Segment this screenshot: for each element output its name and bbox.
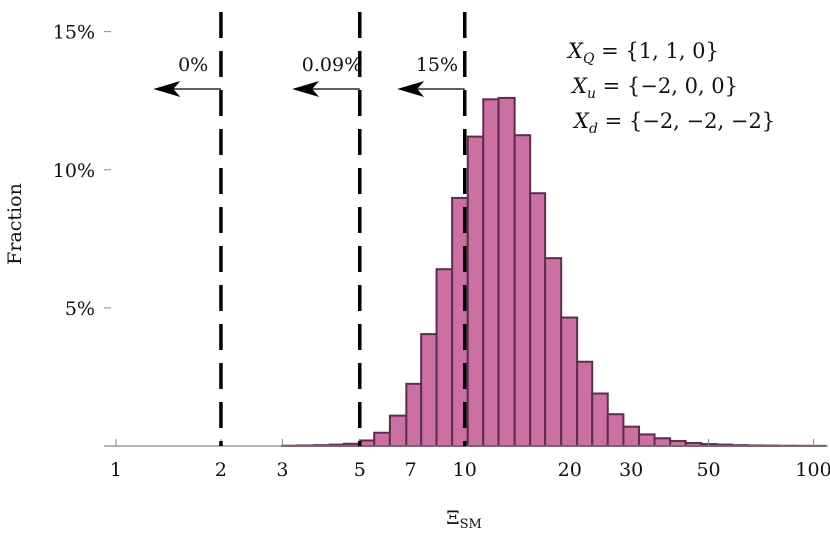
x-axis-title-sub: SM (460, 517, 482, 532)
histogram-bar (435, 268, 454, 448)
histogram-bar (606, 413, 625, 448)
histogram-bar (653, 437, 672, 448)
cut-lines-layer: 0% 0.09% 15% (153, 12, 467, 446)
cut-fraction-label: 15% (416, 54, 458, 76)
y-tick-label: 10% (53, 160, 95, 182)
legend-value: = {1, 1, 0} (594, 39, 718, 63)
bars-layer (281, 96, 827, 448)
histogram-bar (544, 257, 563, 447)
histogram-bar (560, 316, 579, 448)
cut-arrow-head (153, 81, 181, 97)
x-tick-label: 20 (558, 459, 582, 481)
cut-fraction-label: 0.09% (302, 54, 362, 76)
legend-line: Xu = {−2, 0, 0} (570, 74, 738, 102)
cut-arrow-head (397, 81, 425, 97)
legend-value: = {−2, −2, −2} (598, 109, 775, 133)
legend-sub: d (589, 121, 598, 137)
x-tick-label: 7 (405, 459, 417, 481)
y-ticks-layer: 5% 10% 15% (53, 22, 111, 320)
x-tick-label: 5 (354, 459, 366, 481)
histogram-bar (405, 382, 423, 447)
histogram-bar (420, 333, 438, 447)
histogram-bar (373, 431, 391, 447)
histogram-bar (529, 192, 547, 447)
legend-line: XQ = {1, 1, 0} (566, 39, 719, 67)
histogram-bar (638, 433, 656, 447)
histogram-bar (591, 392, 609, 448)
legend-var: X (570, 74, 588, 98)
histogram-bar (669, 440, 687, 447)
y-tick-label: 5% (65, 298, 95, 320)
histogram-bar (482, 98, 500, 448)
legend-sub: Q (583, 51, 595, 67)
x-ticks-layer: 1 2 3 5 7 10 20 30 50 100 (110, 439, 830, 481)
legend-line: Xd = {−2, −2, −2} (572, 109, 775, 137)
x-tick-label: 100 (795, 459, 830, 481)
histogram-bar (358, 439, 376, 448)
histogram-bar (576, 360, 594, 447)
cut-arrow-head (292, 81, 320, 97)
x-tick-label: 30 (619, 459, 643, 481)
legend-value: = {−2, 0, 0} (596, 74, 738, 98)
legend-var: X (566, 39, 584, 63)
legend: XQ = {1, 1, 0}Xu = {−2, 0, 0}Xd = {−2, −… (566, 39, 775, 137)
legend-var: X (572, 109, 590, 133)
x-tick-label: 10 (453, 459, 477, 481)
x-tick-label: 50 (696, 459, 720, 481)
x-tick-label: 3 (276, 459, 288, 481)
histogram-bar (497, 96, 516, 448)
x-tick-label: 2 (215, 459, 227, 481)
histogram-bar (388, 414, 408, 447)
cut-fraction-label: 0% (178, 54, 208, 76)
x-axis-title: ΞSM (446, 507, 482, 532)
histogram-bar (513, 134, 532, 447)
legend-sub: u (587, 86, 596, 102)
histogram-bar (466, 135, 485, 447)
x-tick-label: 1 (110, 459, 122, 481)
y-axis-title: Fraction (4, 183, 26, 265)
y-tick-label: 15% (53, 22, 95, 44)
x-axis-title-main: Ξ (446, 507, 459, 529)
